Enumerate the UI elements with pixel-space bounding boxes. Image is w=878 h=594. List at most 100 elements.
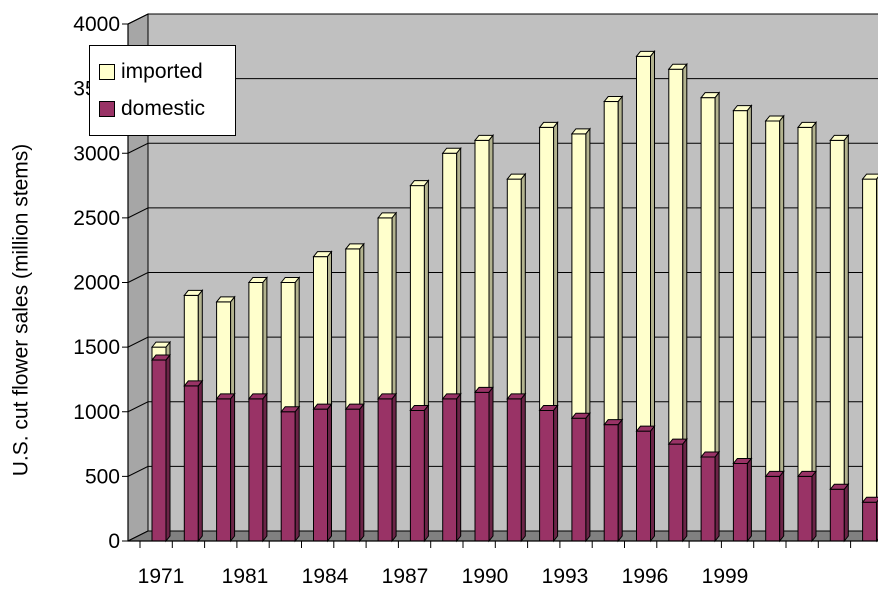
bar-imported-side (714, 91, 720, 459)
bar-imported-front (216, 301, 232, 400)
bar-imported-front (636, 55, 651, 432)
bar-imported (215, 295, 236, 401)
legend-item-domestic: domestic (99, 97, 205, 121)
bar-domestic-front (862, 501, 878, 542)
bar-imported-side (327, 250, 332, 411)
bar-domestic-side (779, 469, 785, 543)
bar-domestic-front (539, 409, 555, 542)
bar-imported (667, 62, 688, 446)
bar-domestic-side (843, 482, 849, 543)
bar-domestic-front (216, 398, 232, 542)
bar-imported (764, 114, 785, 478)
bar-domestic-front (765, 475, 781, 542)
bar-imported-side (488, 133, 494, 394)
bar-domestic (473, 385, 495, 543)
bar-imported-front (280, 282, 296, 413)
bar-imported (796, 120, 818, 478)
bar-imported-front (474, 139, 490, 393)
bar-imported-front (797, 126, 813, 477)
bar-imported (506, 172, 527, 401)
bar-imported-side (359, 242, 365, 411)
y-tick-label: 2500 (73, 207, 120, 230)
bar-imported (473, 133, 495, 394)
bar-domestic-top (861, 496, 878, 503)
bar-domestic (829, 482, 850, 543)
bar-imported-front (571, 133, 587, 419)
bar-domestic-side (746, 457, 752, 543)
legend-label-domestic: domestic (121, 97, 206, 120)
y-axis-label: U.S. cut flower sales (million stems) (8, 26, 34, 594)
bar-imported-side (294, 276, 300, 414)
bar-domestic (506, 392, 527, 543)
bar-domestic-side (294, 405, 300, 543)
bar-imported-front (603, 101, 619, 426)
bar-imported-side (617, 95, 623, 427)
bar-domestic-side (359, 402, 365, 543)
bar-imported-top (861, 173, 878, 180)
bar-domestic-front (829, 488, 845, 542)
y-tick-label: 2000 (73, 272, 120, 295)
bar-imported-front (377, 217, 393, 400)
bar-imported-side (746, 104, 752, 465)
bar-domestic (409, 404, 430, 543)
bar-imported (409, 179, 430, 412)
bar-domestic (344, 402, 365, 543)
bar-domestic (700, 450, 721, 543)
bar-domestic-side (423, 404, 429, 543)
legend-label-imported: imported (121, 60, 203, 83)
bar-imported-side (456, 146, 462, 401)
bar-domestic-side (811, 469, 817, 543)
bar-domestic-front (151, 359, 167, 542)
bar-imported (538, 120, 559, 412)
bar-domestic-side (230, 392, 236, 543)
bar-domestic-front (280, 411, 296, 542)
gridline (127, 13, 878, 25)
bar-domestic-side (553, 404, 559, 543)
bar-imported-side (811, 120, 817, 478)
bar-imported-side (262, 276, 268, 401)
bar-imported-front (183, 294, 199, 387)
bar-imported-side (391, 211, 397, 401)
bar-domestic-front (603, 424, 619, 542)
bar-domestic (861, 496, 878, 543)
x-tick-label: 1981 (222, 565, 269, 588)
bar-imported-front (442, 152, 458, 400)
bar-imported-front (345, 248, 361, 410)
bar-imported (377, 211, 398, 401)
bar-imported-front (313, 256, 328, 410)
x-tick-label: 1993 (542, 565, 589, 588)
bar-imported-front (409, 185, 425, 411)
x-tick-labels: 1971 1981 1984 1987 1990 1993 1996 1999 (138, 565, 749, 588)
bar-imported-side (423, 179, 429, 412)
bar-imported-side (197, 288, 203, 388)
bar-imported-front (829, 139, 845, 490)
bar-domestic-front (668, 443, 684, 542)
bar-imported (829, 133, 850, 491)
bar-imported (732, 104, 753, 465)
bar-domestic-side (682, 437, 688, 543)
bar-domestic (150, 353, 172, 543)
bar-imported-side (230, 295, 236, 401)
bar-domestic-front (506, 398, 522, 542)
bar-domestic (312, 402, 333, 543)
bar-imported-front (539, 126, 555, 411)
bar-domestic-front (409, 409, 425, 542)
bar-domestic-front (313, 408, 328, 542)
bar-imported (183, 288, 204, 388)
bar-imported (861, 173, 878, 504)
bar-imported-side (779, 114, 785, 478)
bar-imported (441, 146, 462, 401)
bar-domestic (764, 469, 785, 543)
bar-imported (280, 276, 301, 414)
bars (150, 49, 878, 543)
bar-domestic-front (700, 456, 716, 542)
bar-imported (635, 49, 656, 433)
y-tick-label: 1500 (73, 336, 120, 359)
bar-domestic (635, 424, 656, 543)
bar-domestic-front (732, 462, 748, 542)
y-tick-label: 1000 (73, 401, 120, 424)
bar-imported-side (843, 133, 849, 491)
y-tick-labels: 05001000150020002500300035004000 (73, 13, 120, 553)
bar-domestic-side (520, 392, 526, 543)
